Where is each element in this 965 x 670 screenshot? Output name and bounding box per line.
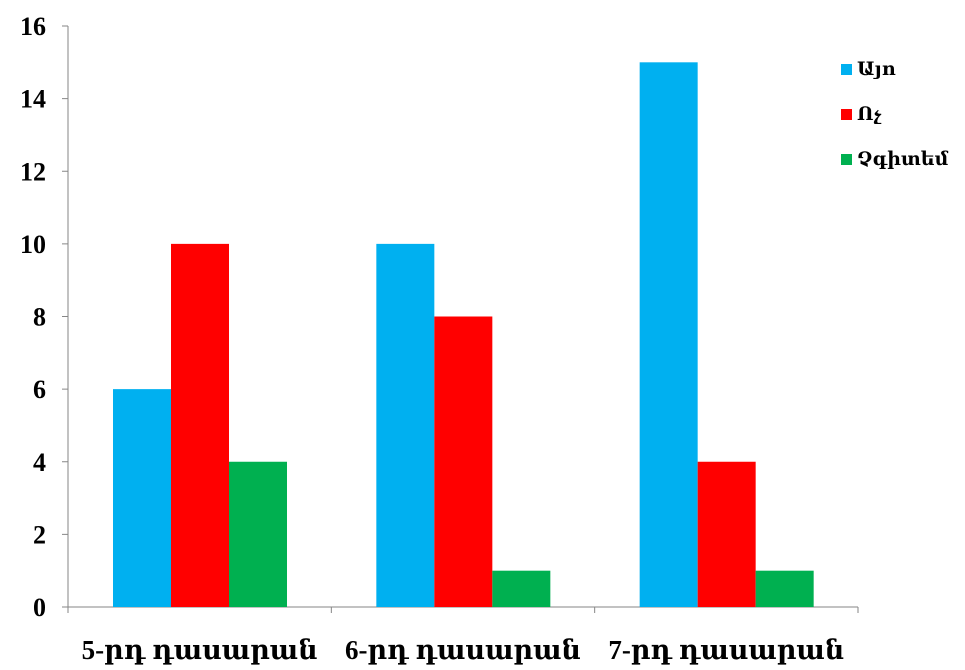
x-tick-label: 6-րդ դասարան	[345, 635, 581, 665]
x-axis: 5-րդ դասարան 6-րդ դասարան 7-րդ դասարան	[67, 606, 859, 665]
bar	[376, 243, 435, 607]
bar	[492, 570, 551, 607]
y-tick-label: 14	[20, 85, 46, 114]
x-tick-label: 5-րդ դասարան	[82, 635, 318, 665]
bar	[113, 389, 171, 607]
bar	[171, 243, 229, 607]
legend-swatch	[841, 109, 852, 120]
y-tick-label: 12	[20, 157, 46, 186]
bar	[697, 461, 756, 607]
y-axis: 0 2 4 6 8 10 12 14 16	[20, 12, 69, 622]
legend-swatch	[841, 154, 852, 165]
y-tick-label: 4	[33, 448, 46, 477]
legend-swatch	[841, 64, 852, 75]
bar	[755, 570, 814, 607]
legend: Այո Ոչ Չգիտեմ	[841, 59, 949, 170]
y-tick-label: 6	[33, 375, 46, 404]
bars	[113, 62, 814, 607]
y-tick-label: 8	[33, 303, 46, 332]
legend-label: Այո	[857, 59, 896, 80]
legend-label: Ոչ	[857, 104, 882, 125]
bar	[229, 461, 287, 607]
bar	[434, 316, 493, 607]
legend-label: Չգիտեմ	[857, 149, 949, 170]
y-tick-label: 16	[20, 12, 46, 41]
x-tick-label: 7-րդ դասարան	[608, 635, 844, 665]
y-tick-label: 10	[20, 230, 46, 259]
y-tick-label: 2	[33, 520, 46, 549]
y-tick-label: 0	[33, 593, 46, 622]
bar	[639, 62, 698, 607]
